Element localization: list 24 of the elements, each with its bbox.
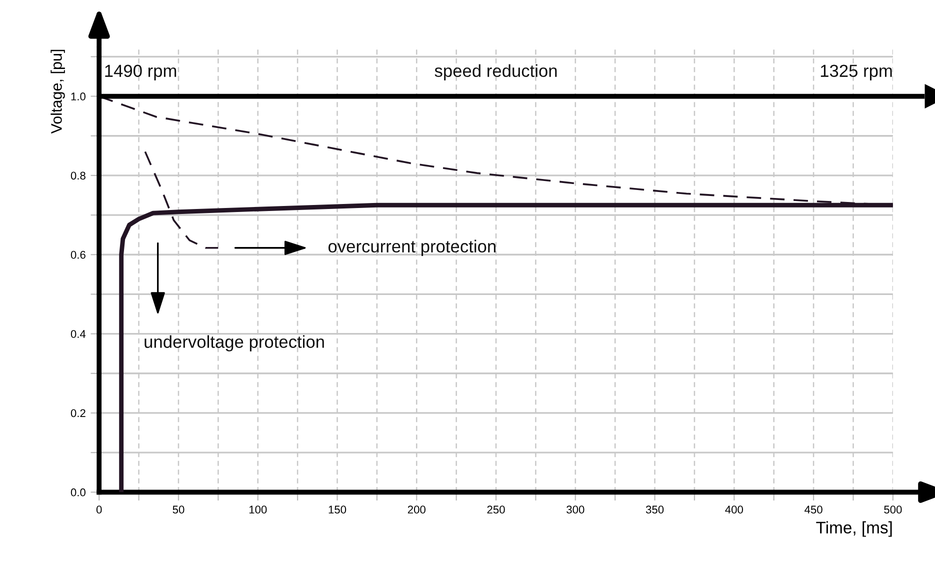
y-tick-label: 0.2 <box>70 409 86 418</box>
x-tick-label: 50 <box>172 506 184 514</box>
annotation: 1325 rpm <box>820 64 892 80</box>
y-tick-label: 0.8 <box>70 172 86 180</box>
annotation: overcurrent protection <box>328 240 496 256</box>
x-tick-label: 350 <box>646 506 664 514</box>
x-tick-label: 300 <box>566 506 584 514</box>
y-tick-label: 0.4 <box>70 330 86 338</box>
annotation: 1490 rpm <box>105 64 176 80</box>
x-tick-label: 500 <box>884 506 902 514</box>
x-tick-label: 250 <box>487 506 505 514</box>
annotation: undervoltage protection <box>144 335 324 352</box>
x-tick-label: 150 <box>328 506 346 514</box>
y-tick-label: 0.6 <box>70 250 86 259</box>
ref-line-label: speed reduction <box>434 64 557 80</box>
x-axis-title: Time, [ms] <box>816 521 892 537</box>
x-tick-label: 100 <box>249 506 267 514</box>
x-tick-label: 0 <box>96 506 102 514</box>
x-tick-label: 400 <box>725 506 743 514</box>
y-tick-label: 1.0 <box>71 92 86 100</box>
y-axis-title: Voltage, [pu] <box>50 50 65 134</box>
y-tick-label: 0.0 <box>70 488 86 496</box>
x-tick-label: 200 <box>408 506 426 514</box>
x-tick-label: 450 <box>804 506 822 514</box>
